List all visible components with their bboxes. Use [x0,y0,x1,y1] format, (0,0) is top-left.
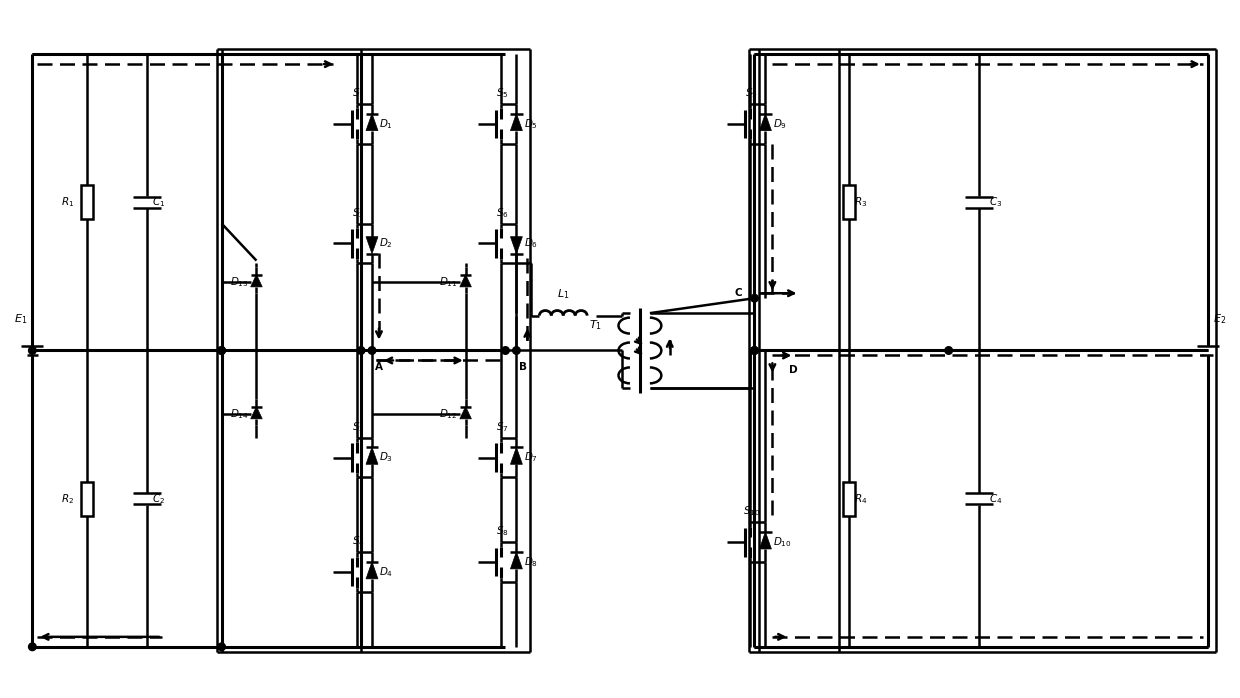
Text: $C_4$: $C_4$ [988,492,1002,505]
Text: $R_1$: $R_1$ [61,195,74,209]
Text: $R_3$: $R_3$ [854,195,867,209]
Text: $D_{10}$: $D_{10}$ [773,535,791,549]
Text: $S_6$: $S_6$ [496,206,508,219]
Circle shape [945,347,952,355]
Circle shape [750,347,758,355]
Polygon shape [511,552,522,569]
Polygon shape [366,237,378,254]
Polygon shape [759,114,771,131]
Text: $L_1$: $L_1$ [557,287,569,301]
Circle shape [502,347,510,355]
Text: D: D [790,366,799,376]
Text: $D_1$: $D_1$ [379,117,393,131]
Bar [843,482,856,516]
Polygon shape [460,406,471,419]
Text: $C_2$: $C_2$ [151,492,165,505]
Text: $S_5$: $S_5$ [496,86,508,100]
Circle shape [368,347,376,355]
Polygon shape [511,114,522,131]
Text: $D_{14}$: $D_{14}$ [229,407,248,421]
Polygon shape [759,532,771,549]
Text: $E_2$: $E_2$ [1213,312,1226,325]
Text: $S_8$: $S_8$ [496,524,508,538]
Text: B: B [520,362,527,373]
Circle shape [218,347,226,355]
Text: $D_7$: $D_7$ [523,451,538,464]
Text: $S_4$: $S_4$ [352,535,365,548]
Text: $D_4$: $D_4$ [379,565,393,579]
Polygon shape [366,114,378,131]
Text: $D_6$: $D_6$ [523,237,538,251]
Text: $R_4$: $R_4$ [854,492,868,505]
Text: $C_3$: $C_3$ [988,195,1002,209]
Bar [843,186,856,219]
Polygon shape [460,274,471,287]
Text: $R_2$: $R_2$ [61,492,74,505]
Bar [81,186,93,219]
Text: A: A [374,362,383,373]
Circle shape [218,643,226,651]
Circle shape [357,347,365,355]
Text: C: C [735,288,743,298]
Text: $D_{12}$: $D_{12}$ [439,407,458,421]
Text: $S_9$: $S_9$ [745,86,758,100]
Text: $D_9$: $D_9$ [773,117,787,131]
Polygon shape [366,447,378,464]
Text: $S_3$: $S_3$ [352,420,365,433]
Text: $D_8$: $D_8$ [523,555,538,569]
Text: $T_1$: $T_1$ [589,319,601,332]
Text: $S_{10}$: $S_{10}$ [743,505,760,519]
Text: $S_7$: $S_7$ [496,420,508,433]
Polygon shape [511,447,522,464]
Circle shape [512,347,521,355]
Text: $S_2$: $S_2$ [352,206,365,219]
Text: $C_1$: $C_1$ [151,195,165,209]
Polygon shape [250,274,262,287]
Circle shape [218,347,226,355]
Polygon shape [366,562,378,579]
Text: $D_2$: $D_2$ [379,237,393,251]
Circle shape [29,347,36,355]
Bar [81,482,93,516]
Text: $D_{13}$: $D_{13}$ [229,275,248,289]
Polygon shape [250,406,262,419]
Text: $D_5$: $D_5$ [523,117,538,131]
Circle shape [750,347,758,355]
Circle shape [29,643,36,651]
Polygon shape [511,237,522,254]
Text: $S_1$: $S_1$ [352,86,365,100]
Text: $E_1$: $E_1$ [14,312,27,325]
Circle shape [750,295,758,302]
Text: $D_3$: $D_3$ [379,451,393,464]
Text: $D_{11}$: $D_{11}$ [439,275,458,289]
